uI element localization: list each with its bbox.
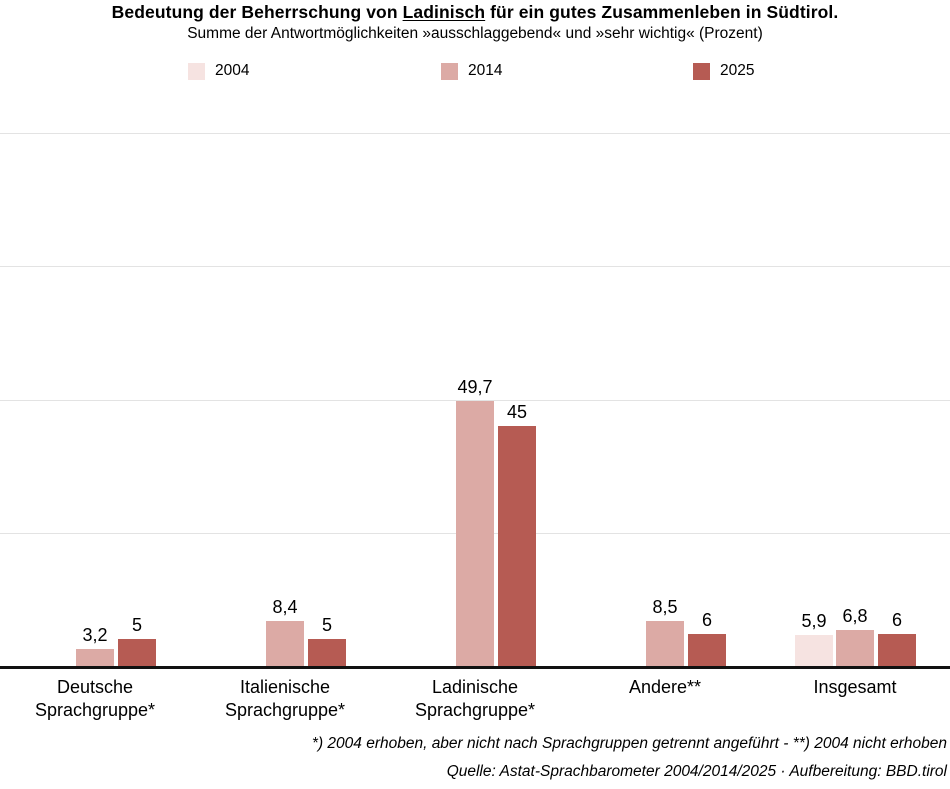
legend-swatch-2004 [188, 62, 205, 80]
legend-label-2025: 2025 [720, 62, 755, 79]
bar-2014-insgesamt [836, 630, 874, 666]
category-label-line: Andere** [628, 677, 702, 697]
category-label-2: Ladinische Sprachgruppe* [380, 676, 570, 722]
value-label-2025-1: 5 [321, 615, 332, 635]
category-label-line: Ladinische [431, 677, 519, 697]
bar-2025-italienische [308, 639, 346, 666]
legend-item-2014: 2014 [441, 62, 502, 80]
value-label-2025-0: 5 [131, 615, 142, 635]
category-label-0: Deutsche Sprachgruppe* [0, 676, 190, 722]
value-label-2014-1: 8,4 [272, 597, 298, 617]
value-label-2014-0: 3,2 [82, 625, 108, 645]
gridline-50 [0, 400, 950, 401]
category-label-line: Italienische [239, 677, 331, 697]
bar-2025-andere [688, 634, 726, 666]
bar-2014-italienische [266, 621, 304, 666]
chart-title-underlined-word: Ladinisch [402, 2, 486, 22]
value-label-2025-3: 6 [701, 610, 712, 630]
legend-item-2025: 2025 [693, 62, 754, 80]
legend-item-2004: 2004 [188, 62, 249, 80]
bar-2025-deutsche [118, 639, 156, 666]
gridline-100 [0, 133, 950, 134]
chart-subtitle: Summe der Antwortmöglichkeiten »ausschla… [187, 25, 763, 42]
x-axis-line [0, 666, 950, 669]
category-label-line: Sprachgruppe* [34, 700, 156, 720]
category-label-1: Italienische Sprachgruppe* [190, 676, 380, 722]
category-label-line: Sprachgruppe* [224, 700, 346, 720]
bar-2004-insgesamt [795, 635, 833, 666]
value-label-2014-4: 6,8 [842, 606, 868, 626]
bar-2014-andere [646, 621, 684, 666]
bar-2014-deutsche [76, 649, 114, 666]
category-label-4: Insgesamt [760, 676, 950, 699]
bar-2025-insgesamt [878, 634, 916, 666]
category-label-line: Deutsche [56, 677, 134, 697]
legend-label-2004: 2004 [215, 62, 250, 79]
footnote: *) 2004 erhoben, aber nicht nach Sprachg… [311, 735, 947, 752]
bar-2014-ladinische [456, 401, 494, 666]
category-label-line: Insgesamt [813, 677, 897, 697]
chart-title-suffix: für ein gutes Zusammenleben in Südtirol. [485, 2, 839, 22]
category-label-line: Sprachgruppe* [414, 700, 536, 720]
value-label-2014-2: 49,7 [457, 377, 493, 397]
value-label-2025-4: 6 [891, 610, 902, 630]
gridline-75 [0, 266, 950, 267]
legend-swatch-2014 [441, 62, 458, 80]
chart-title-prefix: Bedeutung der Beherrschung von [111, 2, 403, 22]
value-label-2004-4: 5,9 [801, 611, 827, 631]
value-label-2014-3: 8,5 [652, 597, 678, 617]
legend-label-2014: 2014 [468, 62, 503, 79]
legend-swatch-2025 [693, 62, 710, 80]
value-label-2025-2: 45 [506, 402, 528, 422]
source-credit: Quelle: Astat-Sprachbarometer 2004/2014/… [446, 763, 947, 780]
category-label-3: Andere** [570, 676, 760, 699]
bar-2025-ladinische [498, 426, 536, 666]
chart-title: Bedeutung der Beherrschung von Ladinisch… [0, 2, 950, 23]
